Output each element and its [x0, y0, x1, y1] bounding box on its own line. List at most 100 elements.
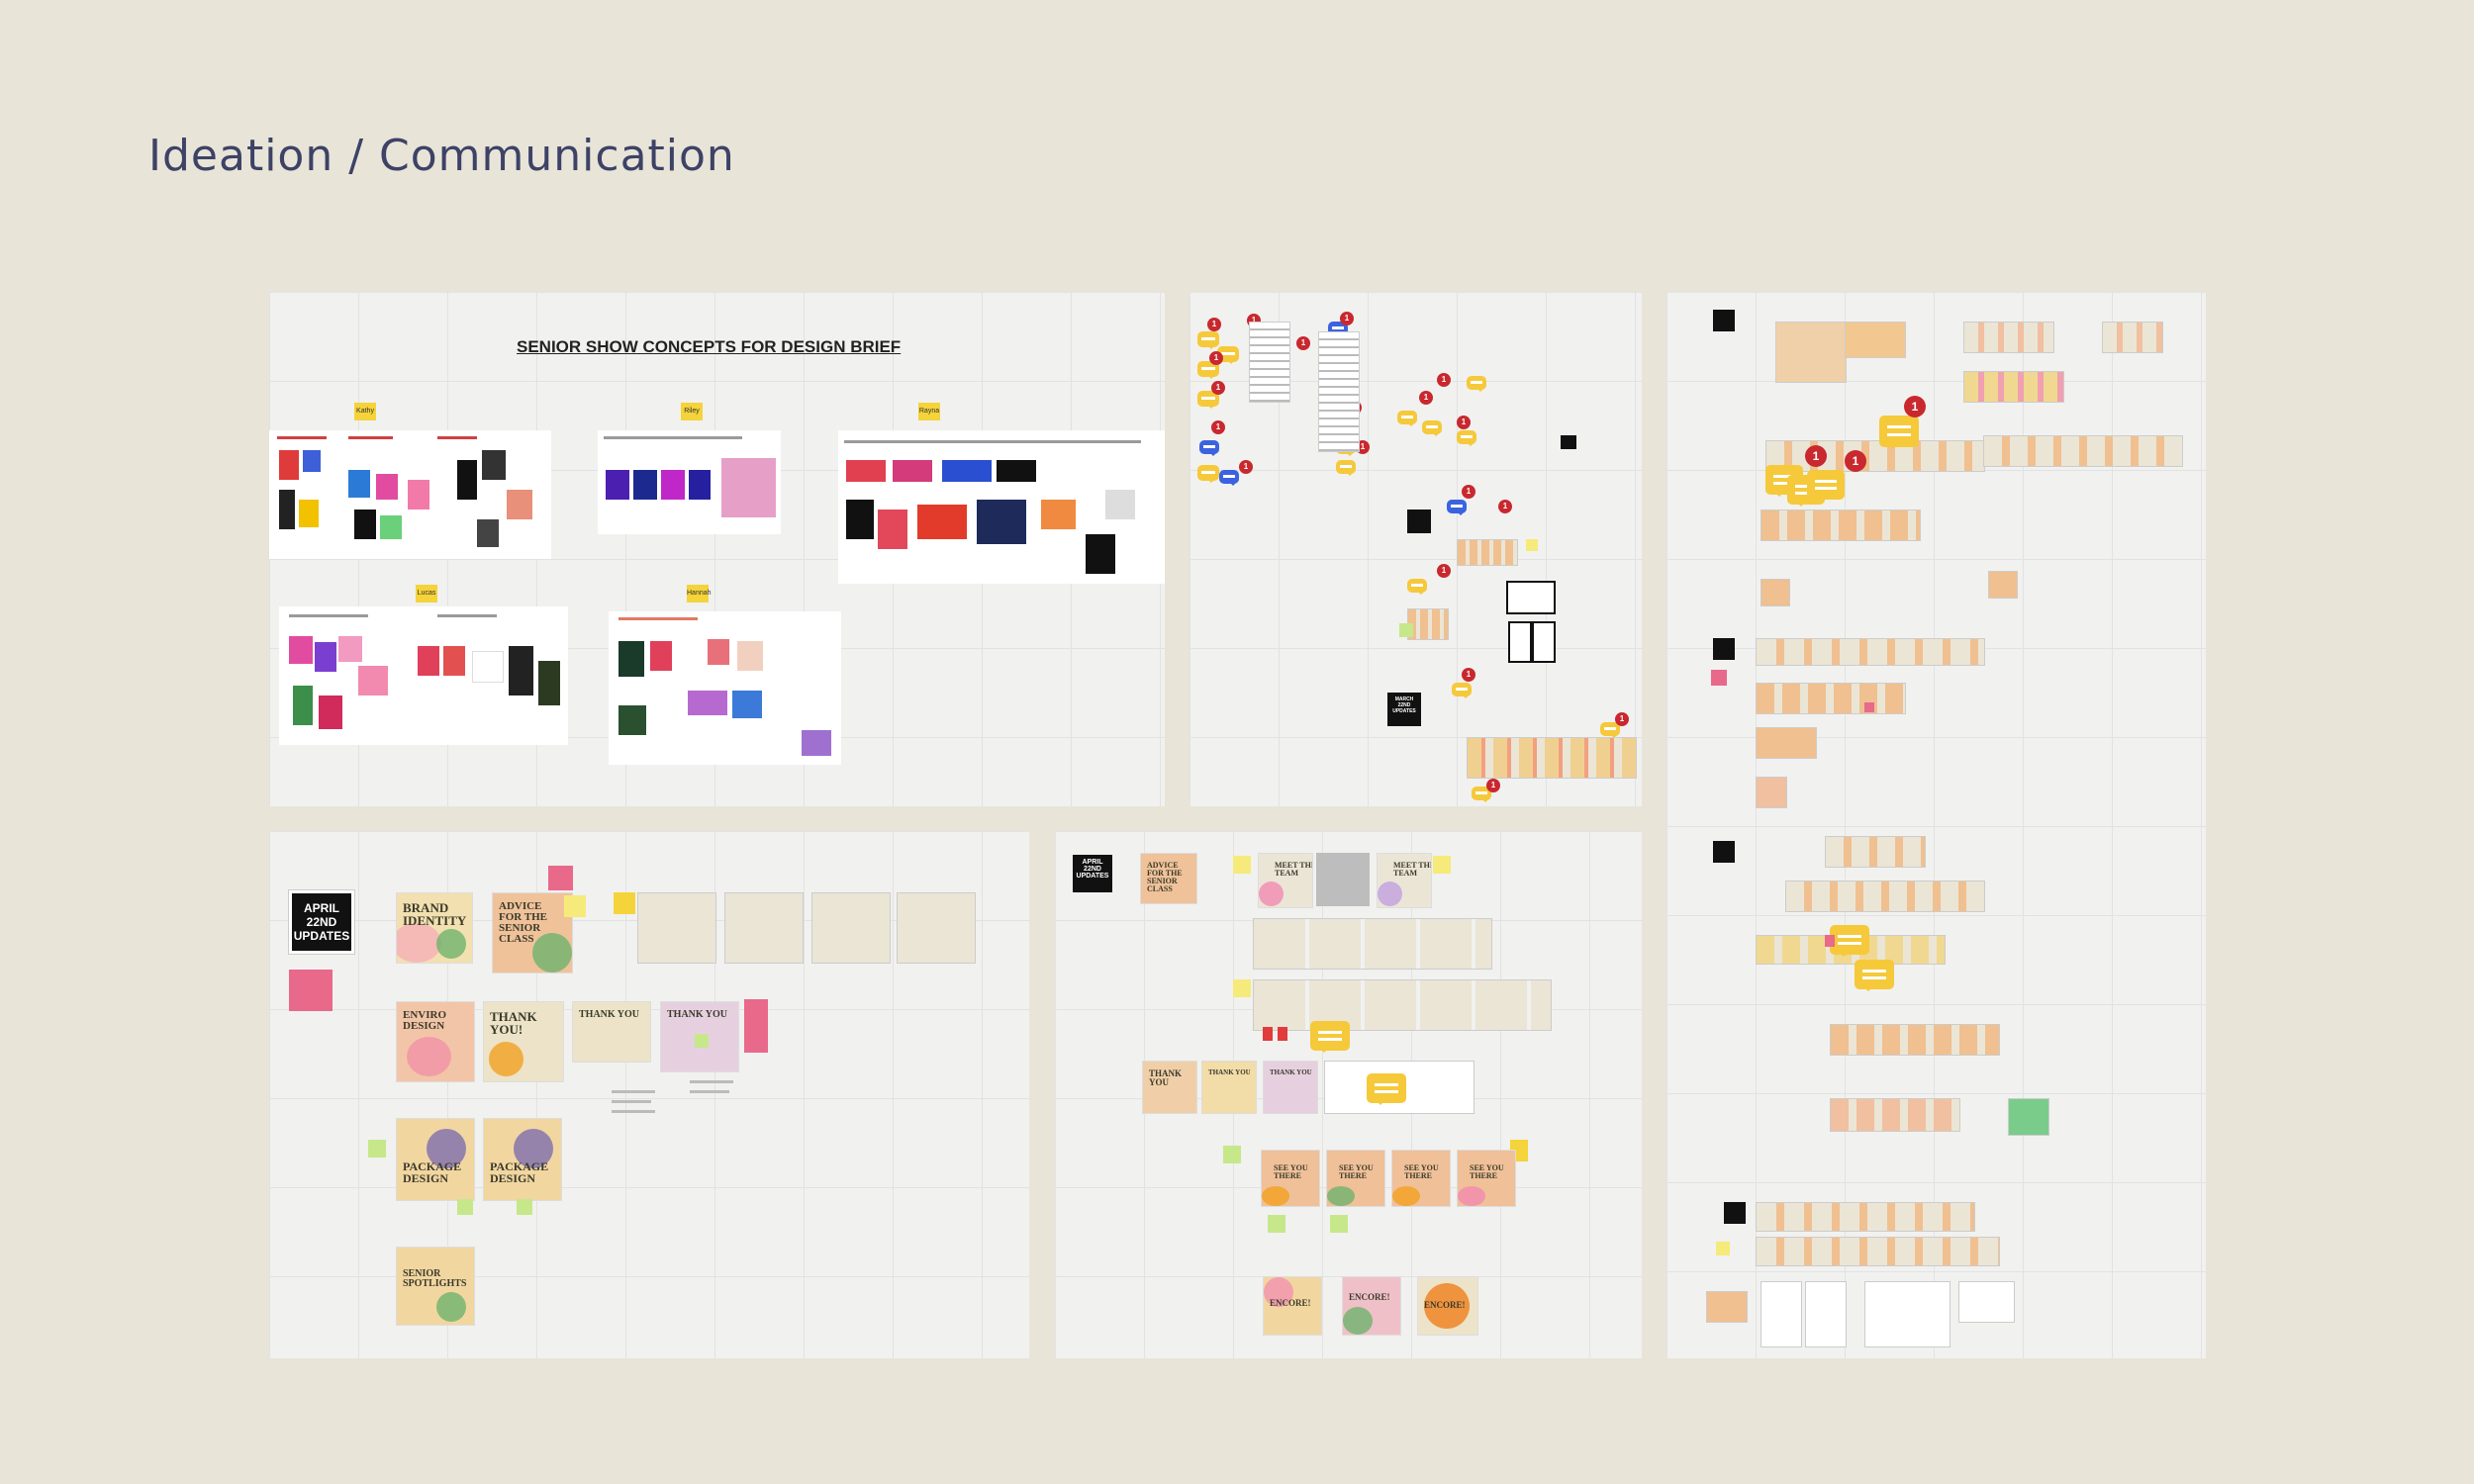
sticky-note[interactable] — [548, 866, 573, 890]
comment-icon[interactable] — [1855, 960, 1894, 991]
board-april-updates[interactable]: APRIL 22ND UPDATES BRAND IDENTITY ADVICE… — [269, 831, 1029, 1358]
notification-badge[interactable]: 1 — [1462, 668, 1475, 682]
board-communications[interactable]: APRIL 22ND UPDATES ADVICE FOR THE SENIOR… — [1055, 831, 1642, 1358]
slide-thumb[interactable] — [1983, 435, 2183, 467]
board-feedback[interactable]: 1 1 1 1 1 1 1 1 1 1 1 1 1 1 1 1 1 1 1 MA… — [1189, 292, 1642, 806]
notification-badge[interactable]: 1 — [1904, 396, 1926, 417]
slide-thumb[interactable] — [1963, 322, 2054, 353]
sticky-note[interactable] — [1330, 1215, 1348, 1233]
slide-thumb[interactable] — [1253, 979, 1552, 1031]
slide-thumb[interactable] — [1775, 322, 1847, 383]
board-overview[interactable]: 1 1 1 — [1666, 292, 2206, 1358]
sticky-note[interactable]: Lucas — [416, 585, 437, 603]
comment-icon[interactable] — [1336, 460, 1356, 476]
slide-thumb[interactable] — [1532, 621, 1556, 663]
slide-thumb[interactable] — [1756, 683, 1906, 714]
sticky-note[interactable] — [1526, 539, 1538, 551]
slide-thumb[interactable] — [1963, 371, 2064, 403]
moodboard-card[interactable] — [269, 430, 551, 559]
slide-see-you-there[interactable]: SEE YOU THERE — [1457, 1150, 1516, 1207]
comment-icon[interactable] — [1447, 500, 1467, 515]
comment-icon[interactable] — [1830, 925, 1869, 957]
comment-icon[interactable] — [1367, 1073, 1406, 1105]
slide-thumb[interactable] — [1864, 1281, 1951, 1347]
slide-thumb[interactable] — [724, 892, 804, 964]
sticky-note[interactable] — [1233, 979, 1251, 997]
sticky-note[interactable] — [744, 999, 768, 1053]
slide-thumb[interactable] — [1845, 322, 1906, 358]
slide-thumb[interactable] — [1988, 571, 2018, 599]
comment-icon[interactable] — [1600, 722, 1620, 738]
slide-thumb[interactable] — [1756, 638, 1985, 666]
slide-encore[interactable]: ENCORE! — [1342, 1276, 1401, 1336]
notification-badge[interactable]: 1 — [1845, 450, 1866, 472]
slide-thumb[interactable] — [2102, 322, 2163, 353]
update-note[interactable] — [1713, 310, 1735, 331]
slide-thumb[interactable] — [1765, 440, 1985, 472]
notification-badge[interactable]: 1 — [1805, 445, 1827, 467]
slide-thumb[interactable] — [1756, 1237, 2000, 1266]
update-note[interactable]: APRIL 22ND UPDATES — [288, 889, 355, 955]
comment-icon[interactable] — [1199, 440, 1219, 456]
notification-badge[interactable]: 1 — [1239, 460, 1253, 474]
slide-meet-the-team[interactable]: MEET THE TEAM — [1377, 853, 1432, 908]
comment-icon[interactable] — [1407, 579, 1427, 595]
slide-meet-the-team[interactable]: MEET THE TEAM — [1258, 853, 1313, 908]
slide-package-design[interactable]: PACKAGE DESIGN — [396, 1118, 475, 1201]
comment-icon[interactable] — [1197, 361, 1219, 379]
sticky-note[interactable]: Hannah — [687, 585, 712, 603]
comment-icon[interactable] — [1879, 416, 1919, 449]
moodboard-card[interactable] — [279, 606, 568, 745]
notification-badge[interactable]: 1 — [1486, 779, 1500, 792]
comment-icon[interactable] — [1807, 470, 1845, 502]
update-note[interactable] — [1713, 638, 1735, 660]
slide-encore[interactable]: ENCORE! — [1263, 1276, 1322, 1336]
sticky-note[interactable] — [1223, 1146, 1241, 1163]
slide-thank-you[interactable]: THANK YOU — [1201, 1061, 1257, 1114]
slide-advice[interactable]: ADVICE FOR THE SENIOR CLASS — [492, 892, 573, 974]
sticky-note[interactable] — [289, 970, 333, 1011]
board-design-brief[interactable]: SENIOR SHOW CONCEPTS FOR DESIGN BRIEF Ka… — [269, 292, 1165, 806]
notification-badge[interactable]: 1 — [1457, 416, 1471, 429]
notification-badge[interactable]: 1 — [1211, 381, 1225, 395]
sticky-note[interactable] — [1716, 1242, 1730, 1255]
comment-icon[interactable] — [1457, 430, 1476, 446]
slide-thumb[interactable] — [1756, 1202, 1975, 1232]
slide-thumb[interactable] — [1830, 1098, 1960, 1132]
slide-thumb[interactable] — [1756, 727, 1817, 759]
slide-thumb[interactable] — [1760, 1281, 1802, 1347]
slide-thank-you[interactable]: THANK YOU! — [483, 1001, 564, 1082]
notification-badge[interactable]: 1 — [1462, 485, 1475, 499]
update-note[interactable] — [1713, 841, 1735, 863]
comment-icon[interactable] — [1197, 391, 1219, 409]
slide-thumb[interactable] — [1508, 621, 1532, 663]
sticky-note[interactable] — [457, 1199, 473, 1215]
sticky-note[interactable] — [1263, 1027, 1273, 1041]
slide-thank-you[interactable]: THANK YOU — [1263, 1061, 1318, 1114]
sticky-note[interactable] — [1278, 1027, 1287, 1041]
slide-thumb[interactable] — [637, 892, 716, 964]
slide-thank-you[interactable]: THANK YOU — [1142, 1061, 1197, 1114]
sticky-note[interactable]: Riley — [681, 403, 703, 420]
slide-thumb[interactable] — [1825, 836, 1926, 868]
slide-thumb[interactable] — [1756, 777, 1787, 808]
slide-thumb[interactable] — [1760, 510, 1921, 541]
slide-thumb[interactable] — [1407, 608, 1449, 640]
sticky-note[interactable] — [695, 1034, 709, 1048]
slide-thumb[interactable] — [1760, 579, 1790, 606]
notification-badge[interactable]: 1 — [1419, 391, 1433, 405]
moodboard-card[interactable] — [838, 430, 1165, 584]
sticky-note[interactable] — [1864, 702, 1874, 712]
sticky-note[interactable] — [614, 892, 635, 914]
slide-see-you-there[interactable]: SEE YOU THERE — [1261, 1150, 1320, 1207]
slide-thumb[interactable] — [1785, 881, 1985, 912]
slide-enviro-design[interactable]: ENVIRO DESIGN — [396, 1001, 475, 1082]
comment-icon[interactable] — [1472, 787, 1491, 802]
comment-icon[interactable] — [1219, 470, 1239, 486]
update-note[interactable]: MARCH 22ND UPDATES — [1387, 693, 1421, 726]
comment-icon[interactable] — [1397, 411, 1417, 426]
notification-badge[interactable]: 1 — [1437, 564, 1451, 578]
moodboard-card[interactable] — [609, 611, 841, 765]
slide-see-you-there[interactable]: SEE YOU THERE — [1391, 1150, 1451, 1207]
slide-thumb[interactable] — [1506, 581, 1556, 614]
